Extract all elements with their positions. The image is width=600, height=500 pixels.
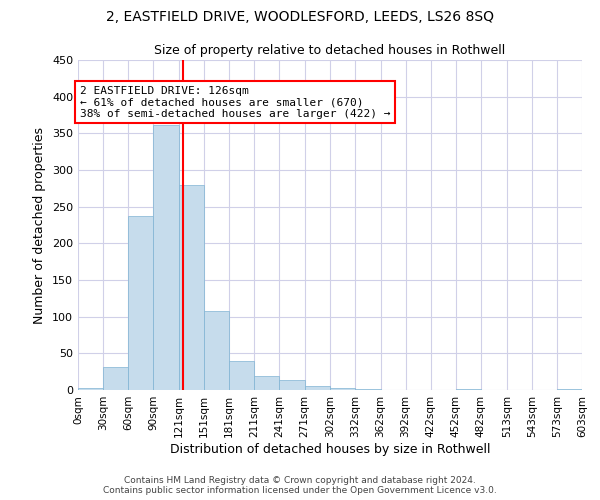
X-axis label: Distribution of detached houses by size in Rothwell: Distribution of detached houses by size … [170, 442, 490, 456]
Bar [456, 388, 481, 390]
Bar [78, 388, 103, 390]
Text: Contains HM Land Registry data © Crown copyright and database right 2024.
Contai: Contains HM Land Registry data © Crown c… [103, 476, 497, 495]
Bar [280, 380, 305, 390]
Bar [305, 386, 331, 390]
Bar [229, 360, 254, 390]
Bar [153, 124, 179, 390]
Bar [254, 376, 280, 390]
Bar [331, 388, 355, 390]
Bar [103, 366, 128, 390]
Bar [128, 216, 153, 390]
Title: Size of property relative to detached houses in Rothwell: Size of property relative to detached ho… [154, 44, 506, 58]
Text: 2, EASTFIELD DRIVE, WOODLESFORD, LEEDS, LS26 8SQ: 2, EASTFIELD DRIVE, WOODLESFORD, LEEDS, … [106, 10, 494, 24]
Y-axis label: Number of detached properties: Number of detached properties [34, 126, 46, 324]
Bar [179, 184, 204, 390]
Bar [204, 311, 229, 390]
Text: 2 EASTFIELD DRIVE: 126sqm
← 61% of detached houses are smaller (670)
38% of semi: 2 EASTFIELD DRIVE: 126sqm ← 61% of detac… [80, 86, 390, 119]
